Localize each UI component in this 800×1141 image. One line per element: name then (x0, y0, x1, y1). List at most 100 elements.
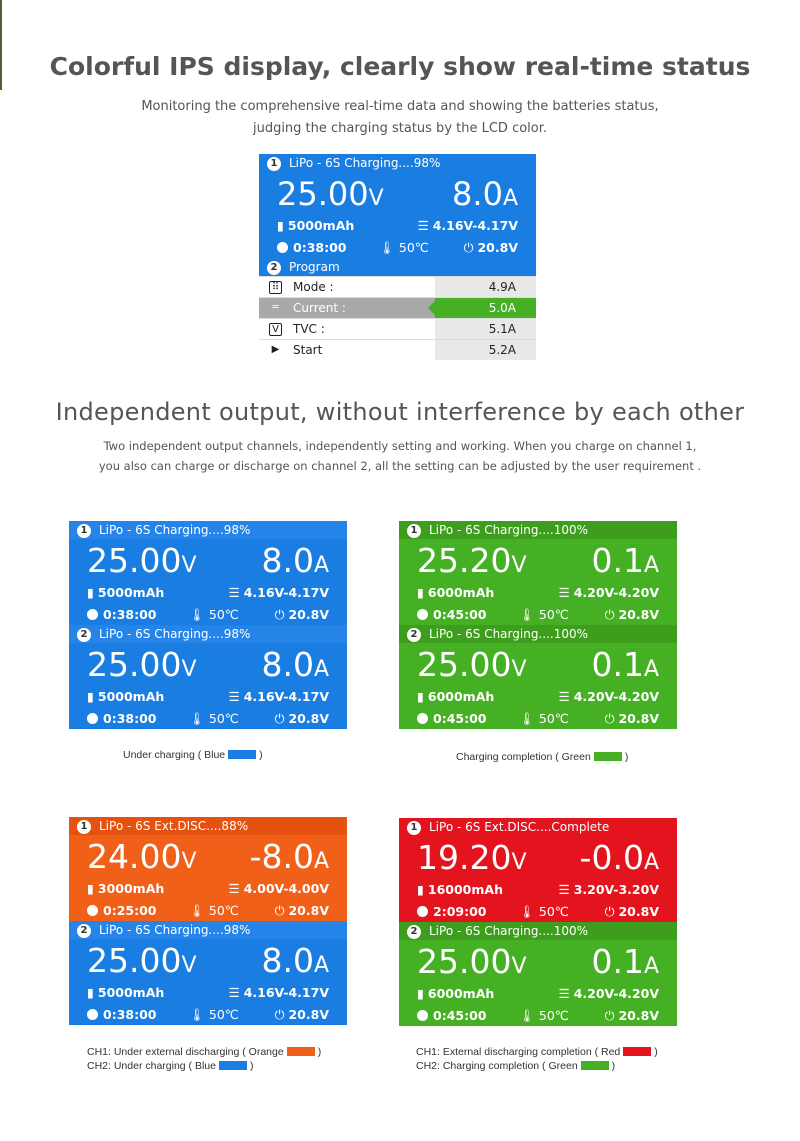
program-row-start[interactable]: ▶ Start 5.2A (259, 339, 536, 360)
input-voltage-value: 20.8V (288, 1007, 329, 1022)
caption-text: Under charging ( Blue (123, 749, 226, 761)
voltage-value: 25.00 (277, 175, 369, 213)
current-readout: 0.1A (591, 647, 659, 688)
program-row-value: 5.2A (435, 340, 536, 360)
status-header: 2 LiPo - 6S Charging....98% (69, 625, 347, 643)
input-voltage-readout: ⏻ 20.8V (605, 1008, 659, 1024)
clock-icon (87, 609, 98, 620)
current-readout: -0.0A (580, 840, 659, 881)
input-voltage-readout: ⏻ 20.8V (275, 1007, 329, 1023)
thermometer-icon: 🌡 (189, 1007, 205, 1022)
current-value: 8.0 (452, 175, 503, 213)
capacity-value: 5000mAh (97, 585, 165, 600)
capacity-readout: ▮ 5000mAh (277, 218, 354, 233)
temperature-value: 50℃ (208, 711, 239, 726)
temperature-readout: 🌡 50℃ (519, 711, 569, 727)
temperature-value: 50℃ (208, 607, 239, 622)
caption-end: ) (259, 749, 263, 761)
temperature-value: 50℃ (538, 607, 569, 622)
cells-icon: ☰ (228, 985, 240, 1000)
clock-icon (417, 713, 428, 724)
caption-line: CH2: Charging completion ( Green) (416, 1059, 658, 1073)
color-swatch (218, 1061, 247, 1070)
battery-icon: ▮ (87, 881, 94, 896)
program-row-current[interactable]: ═ Current : 5.0A (259, 297, 536, 319)
current-unit: A (313, 553, 329, 578)
voltage-readout: 25.00V (87, 647, 197, 688)
channel-number-badge: 2 (407, 628, 421, 642)
capacity-value: 3000mAh (97, 881, 165, 896)
program-row-mode[interactable]: ⠿ Mode : 4.9A (259, 276, 536, 298)
subtitle-line: judging the charging status by the LCD c… (252, 121, 548, 136)
battery-icon: ▮ (417, 689, 424, 704)
tvc-icon: V (269, 323, 282, 336)
status-header-text: LiPo - 6S Charging....100% (429, 627, 588, 641)
voltage-unit: V (511, 850, 527, 875)
cell-voltage-readout: ☰ 4.16V-4.17V (417, 218, 518, 233)
voltage-value: 25.00 (417, 645, 512, 684)
time-readout: 2:09:00 (417, 904, 487, 919)
voltage-readout: 25.00V (417, 944, 527, 985)
temperature-value: 50℃ (208, 1007, 239, 1022)
time-value: 0:45:00 (433, 607, 487, 622)
cell-voltage-value: 4.16V-4.17V (243, 585, 329, 600)
cell-voltage-value: 4.20V-4.20V (573, 689, 659, 704)
temperature-readout: 🌡 50℃ (189, 607, 239, 623)
voltage-readout: 25.00V (277, 176, 384, 217)
current-readout: 0.1A (591, 543, 659, 584)
capacity-readout: ▮ 6000mAh (417, 585, 494, 600)
color-swatch (286, 1047, 315, 1056)
capacity-value: 16000mAh (427, 882, 503, 897)
status-header: 1 LiPo - 6S Ext.DISC....88% (69, 817, 347, 835)
cells-icon: ☰ (558, 986, 570, 1001)
program-row-value: 5.1A (435, 319, 536, 340)
program-row-label-text: TVC : (293, 322, 325, 336)
status-header: 1 LiPo - 6S Charging....98% (69, 521, 347, 539)
program-row-label: ▶ Start (259, 340, 435, 360)
cell-voltage-value: 4.00V-4.00V (243, 881, 329, 896)
cell-voltage-value: 4.16V-4.17V (243, 985, 329, 1000)
channel-2-status: 2 LiPo - 6S Charging....98% 25.00V 8.0A ▮ 500… (69, 625, 347, 729)
channel-1-status: 1 LiPo - 6S Charging....98% 25.00V 8.0A ▮… (259, 154, 536, 258)
status-header-text: LiPo - 6S Charging....98% (289, 156, 441, 170)
current-value: 0.1 (591, 541, 644, 580)
mode-icon: ⠿ (269, 281, 282, 294)
status-header: 2 LiPo - 6S Charging....100% (399, 922, 677, 940)
caption-text: CH2: Under charging ( Blue (87, 1060, 216, 1072)
cell-voltage-readout: ☰ 4.16V-4.17V (228, 985, 329, 1000)
input-voltage-readout: ⏻ 20.8V (605, 607, 659, 623)
current-readout: 8.0A (452, 176, 518, 217)
power-icon: ⏻ (274, 607, 285, 622)
program-row-tvc[interactable]: V TVC : 5.1A (259, 318, 536, 340)
cell-voltage-value: 3.20V-3.20V (573, 882, 659, 897)
input-voltage-readout: ⏻ 20.8V (605, 711, 659, 727)
capacity-value: 5000mAh (97, 985, 165, 1000)
thermometer-icon: 🌡 (189, 711, 205, 726)
channel-number-badge: 1 (407, 524, 421, 538)
panel-caption: CH1: Under external discharging ( Orange… (87, 1045, 321, 1073)
cell-voltage-readout: ☰ 4.16V-4.17V (228, 689, 329, 704)
left-edge-line (0, 0, 2, 90)
capacity-readout: ▮ 5000mAh (87, 985, 164, 1000)
program-header-text: Program (289, 260, 340, 274)
channel-2-status: 2 LiPo - 6S Charging....98% 25.00V 8.0A ▮ 500… (69, 921, 347, 1025)
caption-text: CH2: Charging completion ( Green (416, 1060, 578, 1072)
caption-line: CH1: External discharging completion ( R… (416, 1045, 658, 1059)
battery-icon: ▮ (417, 986, 424, 1001)
status-header-text: LiPo - 6S Ext.DISC....Complete (429, 820, 610, 834)
capacity-readout: ▮ 16000mAh (417, 882, 503, 897)
lcd-panel: 1 LiPo - 6S Charging....100% 25.20V 0.1A ▮ 60… (399, 521, 677, 729)
time-value: 0:45:00 (433, 711, 487, 726)
color-swatch (228, 750, 257, 759)
time-value: 0:38:00 (293, 240, 347, 255)
temperature-value: 50℃ (208, 903, 239, 918)
caption-line: CH2: Under charging ( Blue) (87, 1059, 321, 1073)
power-icon: ⏻ (604, 904, 615, 919)
cells-icon: ☰ (558, 882, 570, 897)
current-value: 8.0 (261, 541, 314, 580)
current-readout: -8.0A (250, 839, 329, 880)
temperature-value: 50℃ (538, 711, 569, 726)
cell-voltage-value: 4.20V-4.20V (573, 986, 659, 1001)
power-icon: ⏻ (604, 1008, 615, 1023)
input-voltage-readout: ⏻ 20.8V (605, 904, 659, 920)
